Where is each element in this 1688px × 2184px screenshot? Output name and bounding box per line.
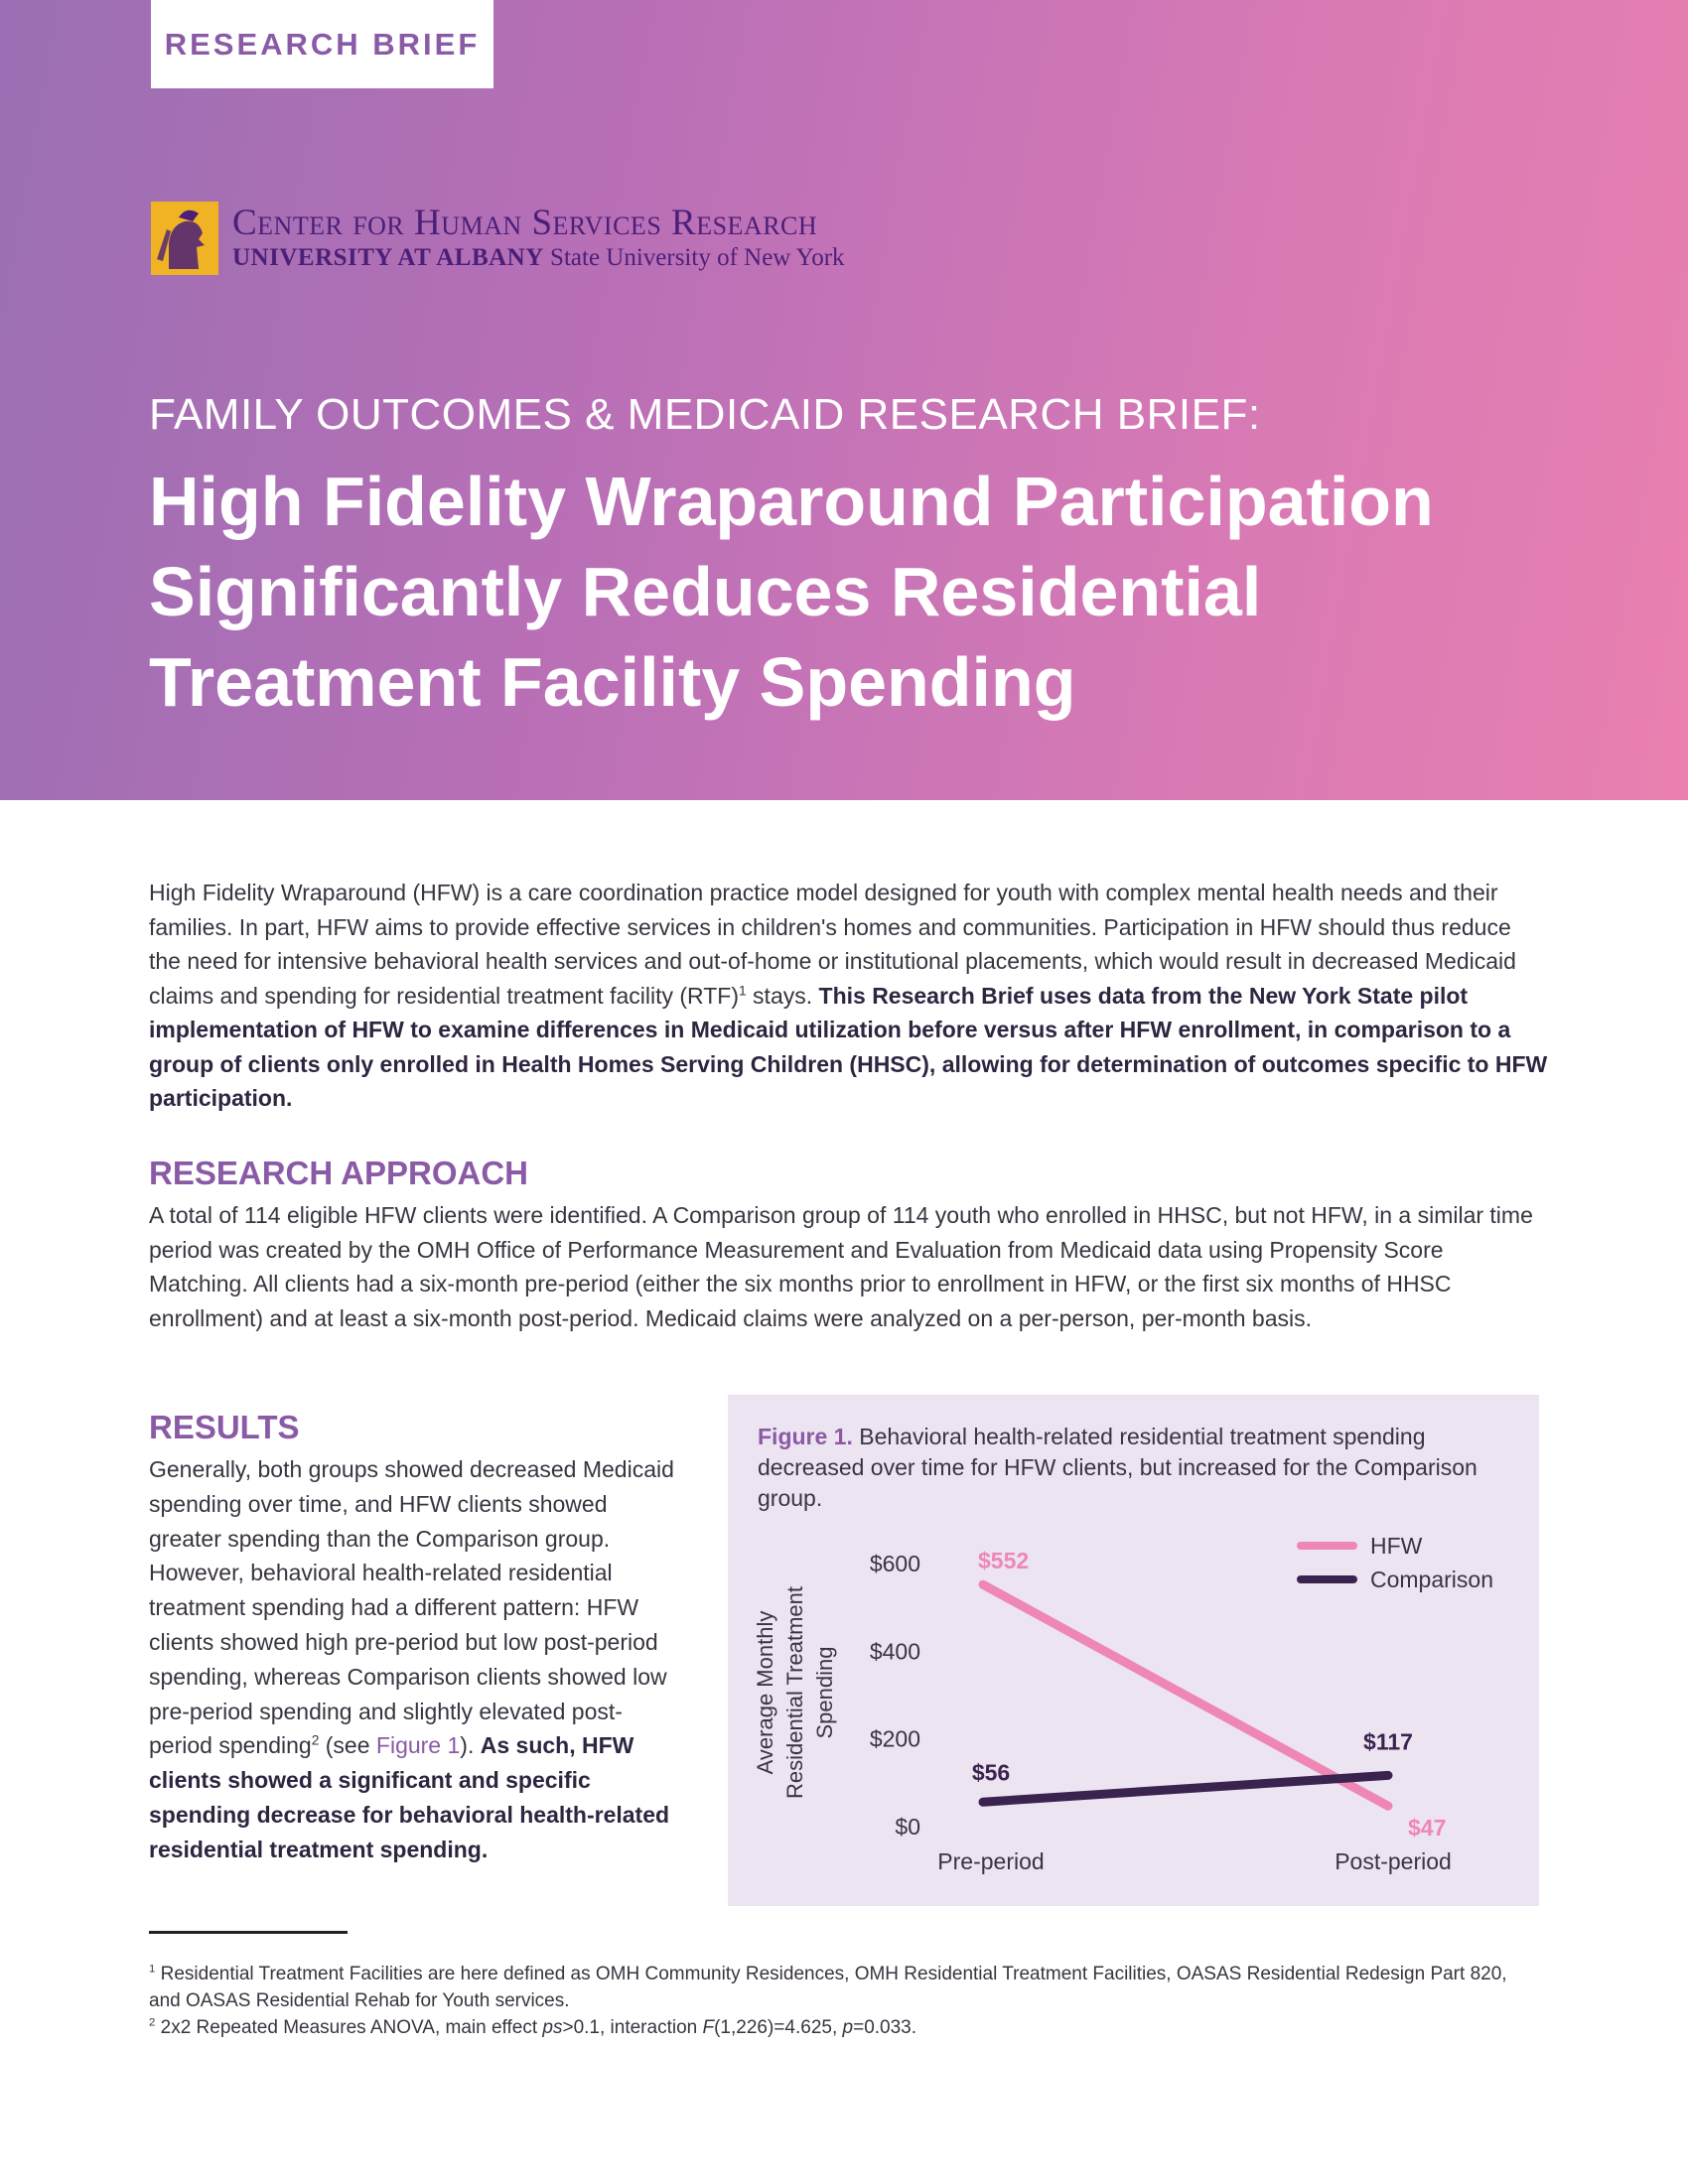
intro-paragraph: High Fidelity Wraparound (HFW) is a care…	[149, 876, 1549, 1116]
figure-1-panel: Figure 1. Behavioral health-related resi…	[728, 1395, 1539, 1906]
footnotes: 1 Residential Treatment Facilities are h…	[149, 1961, 1539, 2041]
results-text-a: Generally, both groups showed decreased …	[149, 1456, 674, 1759]
footnote-ref-1: 1	[738, 982, 747, 998]
intro-text-cont: stays.	[746, 982, 819, 1009]
footnote-divider	[149, 1931, 348, 1934]
results-bold-summary: As such, HFW clients showed a significan…	[149, 1732, 670, 1862]
data-label-hfw: $47	[1408, 1815, 1446, 1841]
university-name: UNIVERSITY AT ALBANY	[232, 244, 544, 271]
series-line-comparison	[978, 1770, 1393, 1807]
footnote-ref-2: 2	[311, 1732, 320, 1748]
figure-caption: Figure 1. Behavioral health-related resi…	[758, 1422, 1512, 1514]
results-text-c: ).	[460, 1732, 481, 1759]
suny-name: State University of New York	[550, 244, 845, 271]
results-text: Generally, both groups showed decreased …	[149, 1452, 685, 1867]
x-tick-label: Post-period	[1335, 1848, 1452, 1874]
figure-label: Figure 1.	[758, 1424, 853, 1449]
research-approach-text: A total of 114 eligible HFW clients were…	[149, 1202, 1533, 1331]
footnote-1-mark: 1	[149, 1963, 156, 1976]
header-banner: RESEARCH BRIEF Center for Human Services…	[0, 0, 1688, 800]
footnote-2-text-a: 2x2 Repeated Measures ANOVA, main effect	[155, 2017, 543, 2038]
data-label-comparison: $56	[972, 1759, 1010, 1785]
data-label-comparison: $117	[1363, 1728, 1413, 1754]
y-axis-title-line: Average Monthly	[753, 1611, 777, 1775]
footnote-2: 2 2x2 Repeated Measures ANOVA, main effe…	[149, 2014, 1539, 2041]
footnote-2-text-b: >0.1, interaction	[562, 2017, 703, 2038]
footnote-2-text-d: =0.033.	[853, 2017, 917, 2038]
spending-line-chart: $0 $200 $400 $600 Average Monthly Residential…	[753, 1533, 1493, 1874]
figure-1-link[interactable]: Figure 1	[375, 1732, 461, 1759]
footnote-2-p: p	[842, 2017, 854, 2038]
center-name: Center for Human Services Research	[232, 203, 818, 243]
footnote-2-ps: ps	[542, 2017, 563, 2038]
intro-text: High Fidelity Wraparound (HFW) is a care…	[149, 880, 1516, 1009]
footnote-2-text-c: (1,226)=4.625,	[714, 2017, 843, 2038]
y-tick-label: $600	[870, 1551, 920, 1576]
legend-label-comparison: Comparison	[1370, 1567, 1493, 1592]
series-line-hfw	[978, 1579, 1393, 1811]
footnote-1-text: Residential Treatment Facilities are her…	[149, 1964, 1507, 2011]
y-tick-label: $200	[870, 1726, 920, 1752]
y-axis-title-line: Spending	[812, 1647, 837, 1739]
minerva-seal-icon	[151, 202, 218, 275]
data-label-hfw: $552	[978, 1548, 1029, 1573]
results-text-b: (see	[319, 1732, 376, 1759]
y-tick-label: $400	[870, 1638, 920, 1664]
results-heading: RESULTS	[149, 1409, 300, 1445]
intro-bold-summary: This Research Brief uses data from the N…	[149, 982, 1548, 1112]
footnote-2-mark: 2	[149, 2016, 156, 2029]
y-axis-title-line: Residential Treatment	[782, 1586, 807, 1799]
page-title: High Fidelity Wraparound Participation S…	[149, 463, 1434, 721]
x-tick-label: Pre-period	[937, 1848, 1044, 1874]
footnote-2-f: F	[702, 2017, 715, 2038]
research-approach-heading: RESEARCH APPROACH	[149, 1155, 528, 1191]
y-tick-label: $0	[895, 1814, 920, 1840]
legend-label-hfw: HFW	[1370, 1533, 1423, 1559]
figure-caption-text: Behavioral health-related residential tr…	[758, 1424, 1477, 1511]
brief-kicker: FAMILY OUTCOMES & MEDICAID RESEARCH BRIE…	[149, 390, 1261, 439]
chsr-logo: Center for Human Services Research UNIVE…	[149, 197, 845, 280]
research-brief-tag: RESEARCH BRIEF	[151, 0, 493, 88]
footnote-1: 1 Residential Treatment Facilities are h…	[149, 1961, 1539, 2014]
